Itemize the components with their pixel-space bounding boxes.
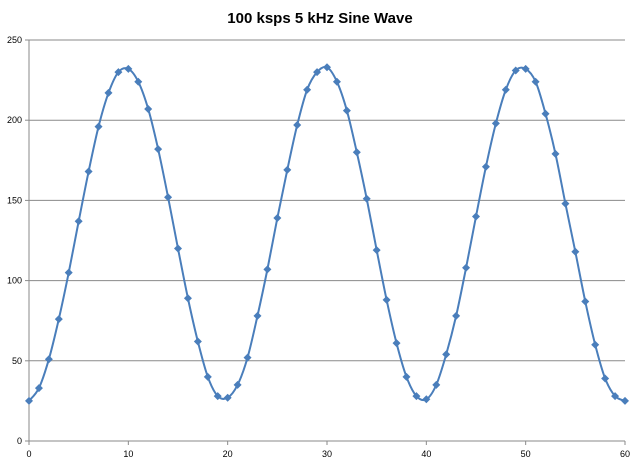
data-point-marker xyxy=(392,339,401,348)
y-tick-label: 100 xyxy=(7,276,22,286)
data-point-marker xyxy=(462,263,471,272)
data-point-marker xyxy=(293,121,302,130)
data-point-marker xyxy=(174,244,182,253)
x-tick-label: 0 xyxy=(26,449,31,459)
data-point-marker xyxy=(551,149,560,158)
gridlines xyxy=(29,39,625,362)
data-point-marker xyxy=(44,355,53,364)
x-tick-label: 10 xyxy=(123,449,133,459)
data-point-marker xyxy=(114,68,123,77)
data-point-marker xyxy=(213,392,222,401)
data-point-marker xyxy=(571,247,580,256)
data-point-marker xyxy=(94,122,103,131)
data-point-marker xyxy=(521,64,530,73)
data-point-marker xyxy=(54,315,63,324)
data-point-marker xyxy=(362,194,371,203)
data-point-marker xyxy=(372,246,381,255)
data-point-marker xyxy=(481,162,490,171)
data-point-marker xyxy=(193,337,202,346)
data-point-marker xyxy=(422,395,431,404)
data-point-marker xyxy=(491,119,500,128)
data-point-marker xyxy=(342,106,351,115)
data-point-marker xyxy=(34,384,43,393)
data-point-marker xyxy=(332,77,341,86)
x-tick-label: 50 xyxy=(521,449,531,459)
y-tick-label: 0 xyxy=(17,436,22,446)
data-point-marker xyxy=(164,193,173,202)
data-point-marker xyxy=(104,88,113,97)
data-point-marker xyxy=(233,380,242,389)
data-point-marker xyxy=(183,294,192,303)
data-point-marker xyxy=(601,374,610,383)
data-point-marker xyxy=(223,393,232,402)
axes xyxy=(25,39,626,445)
x-tick-label: 30 xyxy=(322,449,332,459)
data-point-marker xyxy=(402,372,411,381)
data-point-marker xyxy=(273,214,282,223)
data-point-marker xyxy=(84,167,93,176)
data-point-marker xyxy=(561,199,570,208)
data-markers xyxy=(25,63,629,405)
y-tick-label: 250 xyxy=(7,35,22,45)
data-point-marker xyxy=(501,85,510,94)
data-point-marker xyxy=(313,68,322,77)
data-point-marker xyxy=(472,212,480,221)
data-point-marker xyxy=(243,353,252,362)
y-tick-label: 150 xyxy=(7,195,22,205)
data-point-marker xyxy=(412,392,421,401)
data-point-marker xyxy=(511,66,520,75)
x-tick-label: 20 xyxy=(223,449,233,459)
data-point-marker xyxy=(432,380,441,389)
data-point-marker xyxy=(64,268,73,277)
data-point-marker xyxy=(124,64,133,73)
data-point-marker xyxy=(283,165,292,174)
data-point-marker xyxy=(134,77,143,86)
x-tick-label: 40 xyxy=(421,449,431,459)
data-point-marker xyxy=(591,340,600,349)
chart-title: 100 ksps 5 kHz Sine Wave xyxy=(227,10,412,27)
data-point-marker xyxy=(442,350,451,359)
data-point-marker xyxy=(452,311,461,320)
tick-labels: 0 50 100 150 200 250 0 10 20 30 40 50 60 xyxy=(7,35,630,459)
data-point-marker xyxy=(323,63,331,72)
data-point-marker xyxy=(581,297,590,306)
data-point-marker xyxy=(144,104,153,113)
data-point-marker xyxy=(263,265,272,274)
data-point-marker xyxy=(541,109,550,118)
data-point-marker xyxy=(154,145,163,154)
data-point-marker xyxy=(253,311,262,320)
data-point-marker xyxy=(352,148,361,157)
y-tick-label: 50 xyxy=(12,356,22,366)
data-point-marker xyxy=(382,295,391,304)
data-point-marker xyxy=(621,396,629,405)
data-point-marker xyxy=(74,217,83,226)
x-tick-label: 60 xyxy=(620,449,630,459)
data-point-marker xyxy=(303,85,312,94)
data-point-marker xyxy=(531,77,540,86)
y-tick-label: 200 xyxy=(7,115,22,125)
data-point-marker xyxy=(203,372,212,381)
data-point-marker xyxy=(611,392,620,401)
data-point-marker xyxy=(25,396,33,405)
